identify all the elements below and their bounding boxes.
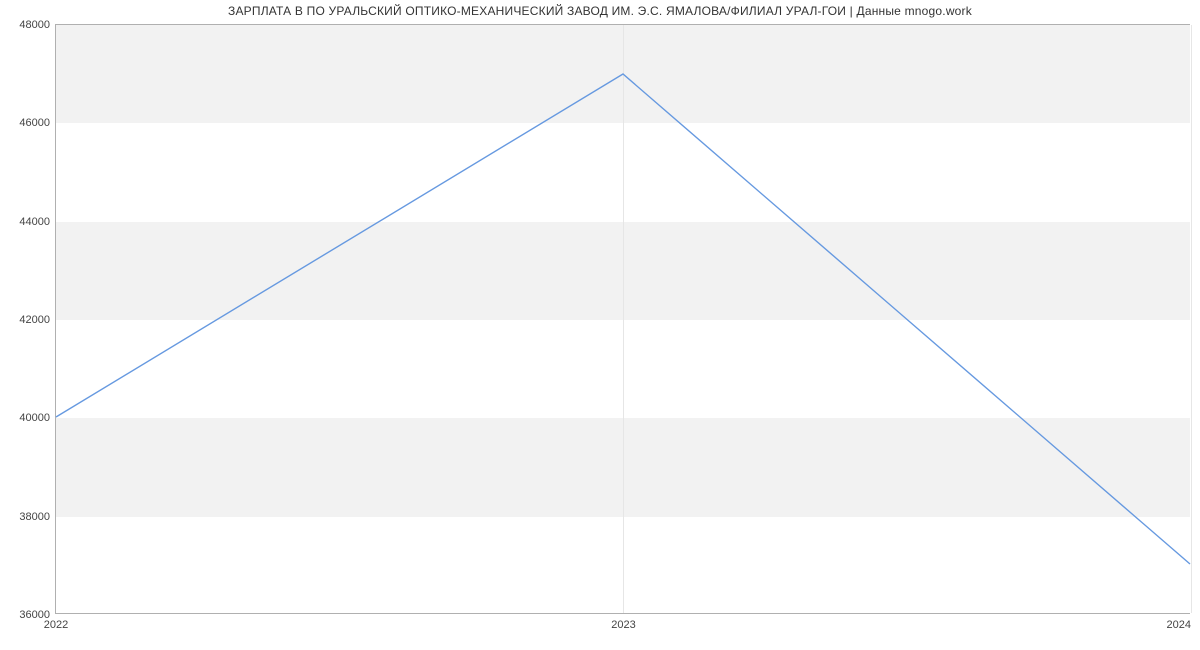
x-tick-label: 2023 <box>611 619 635 631</box>
series-salary <box>56 74 1190 564</box>
plot-area: 3600038000400004200044000460004800020222… <box>55 24 1190 614</box>
y-tick-label: 46000 <box>19 117 50 129</box>
chart-title: ЗАРПЛАТА В ПО УРАЛЬСКИЙ ОПТИКО-МЕХАНИЧЕС… <box>0 4 1200 18</box>
y-tick-label: 44000 <box>19 216 50 228</box>
y-tick-label: 38000 <box>19 511 50 523</box>
line-series-layer <box>56 25 1190 613</box>
y-tick-label: 40000 <box>19 412 50 424</box>
vertical-gridline <box>1191 25 1192 613</box>
y-tick-label: 48000 <box>19 19 50 31</box>
y-tick-label: 42000 <box>19 314 50 326</box>
x-tick-label: 2022 <box>44 619 68 631</box>
salary-line-chart: ЗАРПЛАТА В ПО УРАЛЬСКИЙ ОПТИКО-МЕХАНИЧЕС… <box>0 0 1200 650</box>
x-tick-label: 2024 <box>1167 619 1191 631</box>
